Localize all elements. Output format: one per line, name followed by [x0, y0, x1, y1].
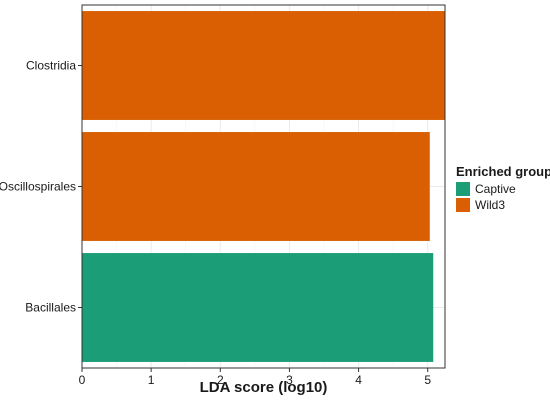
x-tick-label: 1 — [148, 373, 155, 387]
y-axis: Clostridia Oscillospirales Bacillales — [0, 59, 82, 315]
x-axis-title: LDA score (log10) — [200, 379, 328, 396]
y-tick-label: Oscillospirales — [0, 180, 76, 194]
y-tick-label: Bacillales — [25, 301, 76, 315]
x-tick-label: 0 — [79, 373, 86, 387]
y-tick-label: Clostridia — [26, 59, 76, 73]
legend-label-captive: Captive — [475, 182, 516, 196]
legend-title: Enriched group — [456, 164, 550, 179]
x-tick-label: 4 — [355, 373, 362, 387]
legend: Enriched group Captive Wild3 — [456, 164, 550, 212]
legend-items: Captive Wild3 — [456, 182, 516, 212]
x-tick-label: 3 — [286, 373, 293, 387]
legend-key-wild3 — [456, 198, 470, 212]
bar-oscillospirales — [82, 132, 430, 241]
x-tick-label: 2 — [217, 373, 224, 387]
bar-clostridia — [82, 11, 445, 120]
legend-key-captive — [456, 182, 470, 196]
bar-bacillales — [82, 253, 434, 362]
x-axis: 0 1 2 3 4 5 — [79, 368, 431, 387]
bars — [82, 11, 445, 362]
x-tick-label: 5 — [424, 373, 431, 387]
legend-label-wild3: Wild3 — [475, 198, 505, 212]
